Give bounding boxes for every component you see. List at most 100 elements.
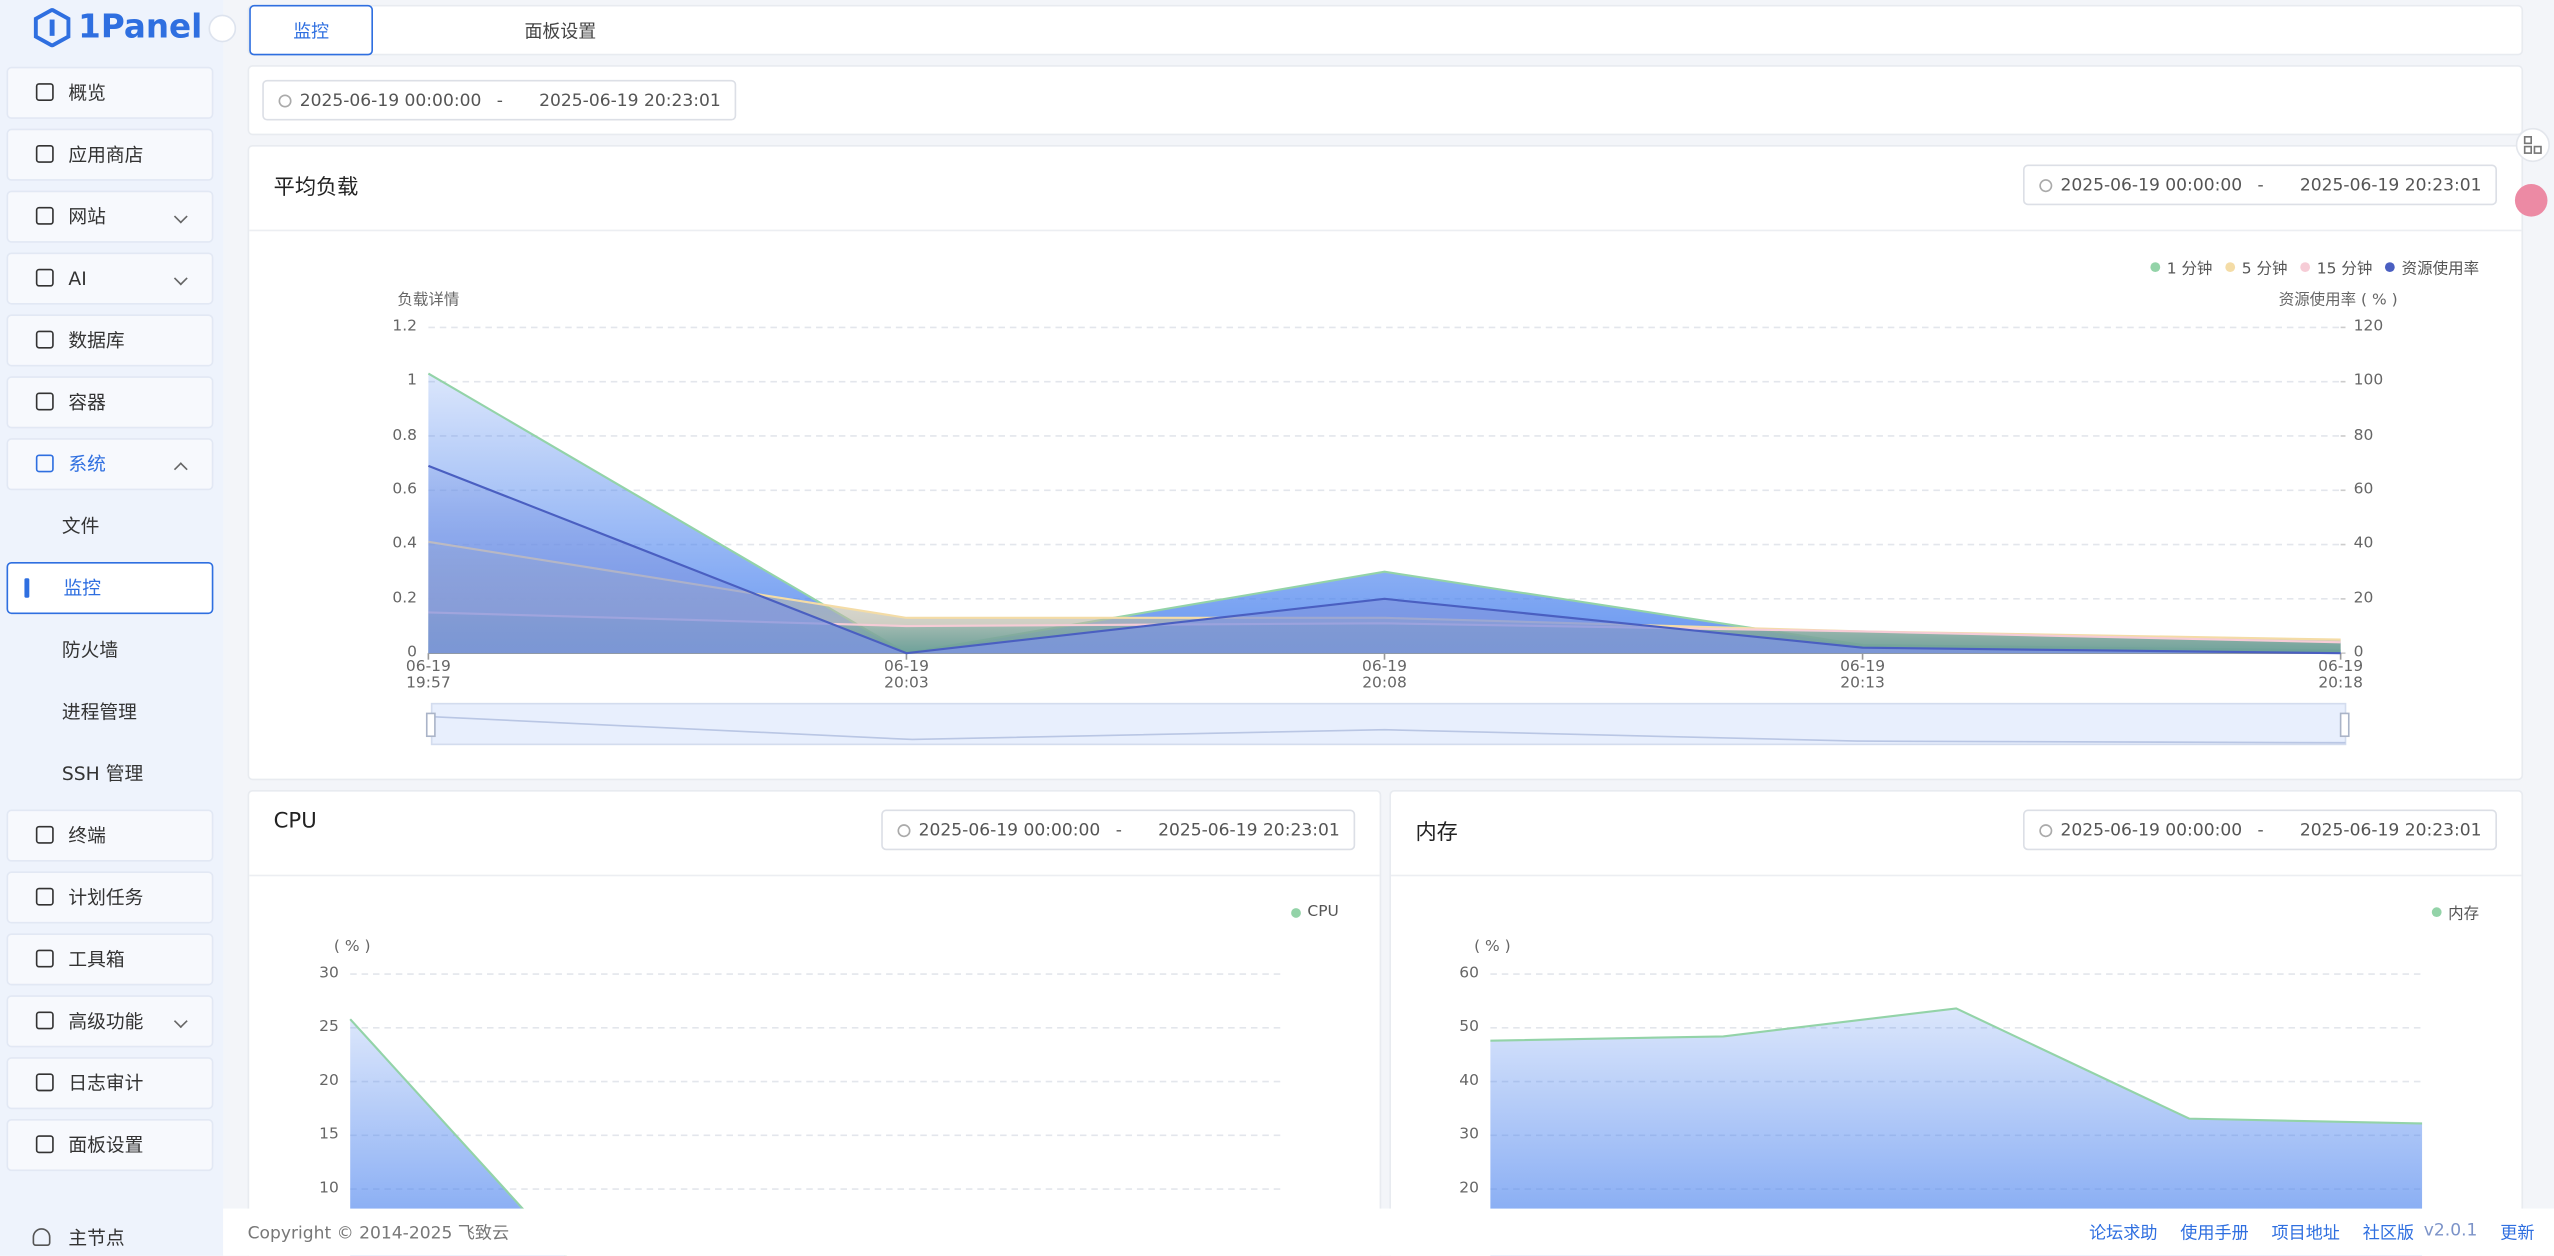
menu-item[interactable]: 高级功能 <box>6 995 214 1048</box>
tab[interactable]: 面板设置 <box>524 20 597 42</box>
y2-tick-label: 0 <box>2353 643 2364 662</box>
legend-item[interactable]: 资源使用率 <box>2385 256 2479 279</box>
menu-label: 数据库 <box>68 329 125 352</box>
y-tick-label: 20 <box>1459 1179 1479 1198</box>
y-tick-label: 40 <box>1459 1071 1479 1090</box>
date-start: 2025-06-19 00:00:00 <box>299 90 482 110</box>
node-label[interactable]: 主节点 <box>68 1226 125 1250</box>
legend-dot <box>2385 262 2396 273</box>
menu-icon <box>35 144 54 163</box>
logo-icon <box>33 8 71 48</box>
menu-item[interactable]: 工具箱 <box>6 933 214 986</box>
menu-item[interactable]: 容器 <box>6 376 214 429</box>
legend-dot <box>2431 907 2442 918</box>
footer-link[interactable]: 使用手册 <box>2180 1223 2249 1243</box>
tab[interactable]: 监控 <box>249 4 374 56</box>
date-picker[interactable]: 2025-06-19 00:00:00- 2025-06-19 20:23:01 <box>2023 164 2497 206</box>
logo-text: 1Panel <box>78 6 203 46</box>
date-end: 2025-06-19 20:23:01 <box>539 90 721 110</box>
legend-item[interactable]: 内存 <box>2431 901 2479 924</box>
date-picker[interactable]: 2025-06-19 00:00:00- 2025-06-19 20:23:01 <box>881 809 1356 851</box>
submenu-item[interactable]: 文件 <box>61 514 100 538</box>
y2-axis-name: 资源使用率 ( % ) <box>2278 291 2398 310</box>
legend: 内存 <box>2431 901 2479 924</box>
menu-item[interactable]: 数据库 <box>6 314 214 367</box>
date-separator: - <box>2257 820 2264 840</box>
y-tick-label: 30 <box>1459 1125 1479 1144</box>
y-axis-name: ( % ) <box>1474 938 1511 957</box>
footer-links: 论坛求助 使用手册 项目地址 社区版 v2.0.1 更新 <box>2089 1220 2534 1244</box>
update-link[interactable]: 更新 <box>2500 1223 2535 1243</box>
legend-item[interactable]: 15 分钟 <box>2300 256 2373 279</box>
legend-item[interactable]: CPU <box>1291 903 1339 921</box>
menu-item[interactable]: 日志审计 <box>6 1057 214 1110</box>
translate-button[interactable] <box>2514 184 2548 217</box>
footer-link[interactable]: 论坛求助 <box>2089 1223 2158 1243</box>
y-tick-label: 25 <box>319 1018 339 1036</box>
date-end: 2025-06-19 20:23:01 <box>2299 175 2482 195</box>
legend-label: 15 分钟 <box>2316 260 2373 279</box>
clock-icon <box>278 93 292 107</box>
menu-item[interactable]: 系统 <box>6 438 214 491</box>
clock-icon <box>897 823 911 837</box>
date-picker[interactable]: 2025-06-19 00:00:00- 2025-06-19 20:23:01 <box>262 79 737 121</box>
menu-item[interactable]: AI <box>6 252 214 305</box>
clock-icon <box>2039 178 2053 192</box>
legend-label: 5 分钟 <box>2241 260 2288 279</box>
menu-item[interactable]: 网站 <box>6 190 214 243</box>
y2-tick-label: 40 <box>2353 534 2374 553</box>
menu-label: 工具箱 <box>68 947 125 971</box>
float-tools <box>2514 127 2550 217</box>
tool-icon <box>2523 136 2533 145</box>
legend-item[interactable]: 5 分钟 <box>2225 256 2287 279</box>
x-tick-label: 06-19 20:18 <box>2318 658 2364 693</box>
menu-label: 容器 <box>68 390 106 414</box>
date-end: 2025-06-19 20:23:01 <box>2299 820 2482 840</box>
date-start: 2025-06-19 00:00:00 <box>2060 175 2243 195</box>
y2-tick-label: 120 <box>2353 317 2384 336</box>
y2-tick-label: 80 <box>2353 426 2374 445</box>
y-tick-label: 0 <box>407 643 417 662</box>
menu-item[interactable]: 概览 <box>6 66 214 119</box>
zoom-slider[interactable] <box>430 702 2347 746</box>
x-tick-label: 06-19 20:13 <box>1840 658 1886 693</box>
menu-label: AI <box>68 267 87 290</box>
clock-icon <box>2039 823 2053 837</box>
menu-label: 应用商店 <box>68 143 144 167</box>
date-separator: - <box>1115 820 1122 840</box>
y-tick-label: 20 <box>319 1071 339 1090</box>
collapse-button[interactable] <box>208 14 237 43</box>
menu-item[interactable]: 应用商店 <box>6 128 214 181</box>
menu-icon <box>35 392 54 411</box>
legend: CPU <box>1291 903 1339 921</box>
submenu-item[interactable]: 监控 <box>6 561 214 615</box>
date-picker[interactable]: 2025-06-19 00:00:00- 2025-06-19 20:23:01 <box>2023 809 2497 851</box>
menu-icon <box>35 330 54 349</box>
y-tick-label: 0.2 <box>392 589 417 607</box>
legend-dot <box>1291 907 1301 918</box>
submenu-item[interactable]: SSH 管理 <box>61 762 144 786</box>
footer-link[interactable]: 项目地址 <box>2271 1223 2340 1243</box>
card-title: CPU <box>273 809 317 834</box>
menu-item[interactable]: 终端 <box>6 809 214 862</box>
tab-bar: 监控 面板设置 <box>247 4 2524 56</box>
menu-icon <box>35 825 54 844</box>
x-tick-label: 06-19 20:03 <box>883 658 929 693</box>
zoom-handle[interactable] <box>2339 712 2350 738</box>
divider <box>1391 874 2522 877</box>
menu-item[interactable]: 面板设置 <box>6 1119 214 1172</box>
tool-button[interactable] <box>2515 127 2550 163</box>
legend: 1 分钟 5 分钟 15 分钟 资源使用率 <box>2150 256 2479 279</box>
footer-link[interactable]: 社区版 <box>2362 1223 2415 1243</box>
legend-item[interactable]: 1 分钟 <box>2150 256 2212 279</box>
zoom-handle[interactable] <box>425 712 436 738</box>
menu-item[interactable]: 计划任务 <box>6 871 214 924</box>
submenu-item[interactable]: 进程管理 <box>61 700 137 724</box>
version: v2.0.1 <box>2423 1219 2478 1240</box>
submenu-item[interactable]: 防火墙 <box>61 638 119 662</box>
area <box>1490 1008 2423 1256</box>
copyright: Copyright © 2014-2025 飞致云 <box>247 1223 510 1243</box>
